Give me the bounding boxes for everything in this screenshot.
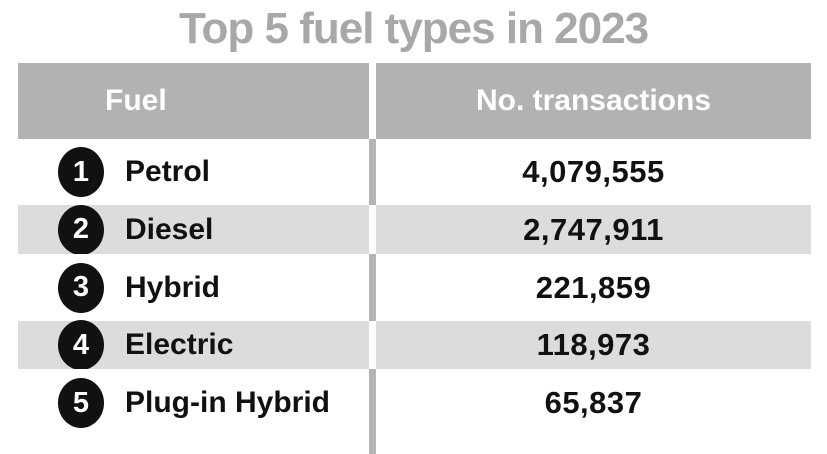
rank-badge: 4 (58, 320, 104, 370)
column-divider (369, 321, 376, 369)
page-title: Top 5 fuel types in 2023 (178, 4, 649, 53)
table-row-fuel-cell: 3 Hybrid (18, 254, 369, 321)
column-header-fuel: Fuel (18, 63, 369, 139)
fuel-name: Hybrid (125, 270, 221, 304)
transaction-count: 4,079,555 (376, 139, 811, 205)
column-divider (369, 205, 376, 254)
column-header-transactions: No. transactions (376, 63, 811, 139)
column-divider (369, 369, 376, 437)
rank-number: 5 (72, 386, 90, 419)
rank-badge: 2 (58, 204, 104, 255)
table-row-fuel-cell: 5 Plug-in Hybrid (18, 369, 369, 437)
rank-number: 2 (72, 213, 90, 245)
transaction-count: 118,973 (376, 321, 811, 369)
column-divider (369, 254, 376, 321)
table-row-fuel-cell: 2 Diesel (18, 204, 369, 255)
column-divider (369, 437, 376, 454)
column-divider (369, 63, 376, 139)
transaction-count: 221,859 (376, 254, 811, 321)
rank-number: 3 (72, 271, 90, 303)
rank-number: 1 (72, 155, 90, 188)
table-row-fuel-cell: 1 Petrol (18, 139, 369, 205)
table-row-fuel-cell: 4 Electric (18, 320, 369, 370)
rank-badge: 3 (58, 262, 104, 313)
fuel-name: Diesel (125, 212, 214, 246)
transaction-count: 2,747,911 (376, 205, 811, 254)
column-header-transactions-label: No. transactions (475, 84, 712, 117)
fuel-table: Fuel No. transactions 1 Petrol 4,079,555… (18, 63, 811, 454)
fuel-name: Petrol (125, 155, 211, 188)
column-header-fuel-label: Fuel (105, 84, 167, 117)
table-tail (18, 437, 369, 454)
fuel-name: Electric (125, 328, 234, 361)
column-divider (369, 139, 376, 205)
fuel-name: Plug-in Hybrid (125, 386, 330, 419)
transaction-count: 65,837 (376, 369, 811, 437)
rank-badge: 1 (58, 147, 104, 197)
rank-badge: 5 (58, 378, 104, 428)
rank-number: 4 (72, 328, 90, 361)
table-tail (376, 437, 811, 454)
